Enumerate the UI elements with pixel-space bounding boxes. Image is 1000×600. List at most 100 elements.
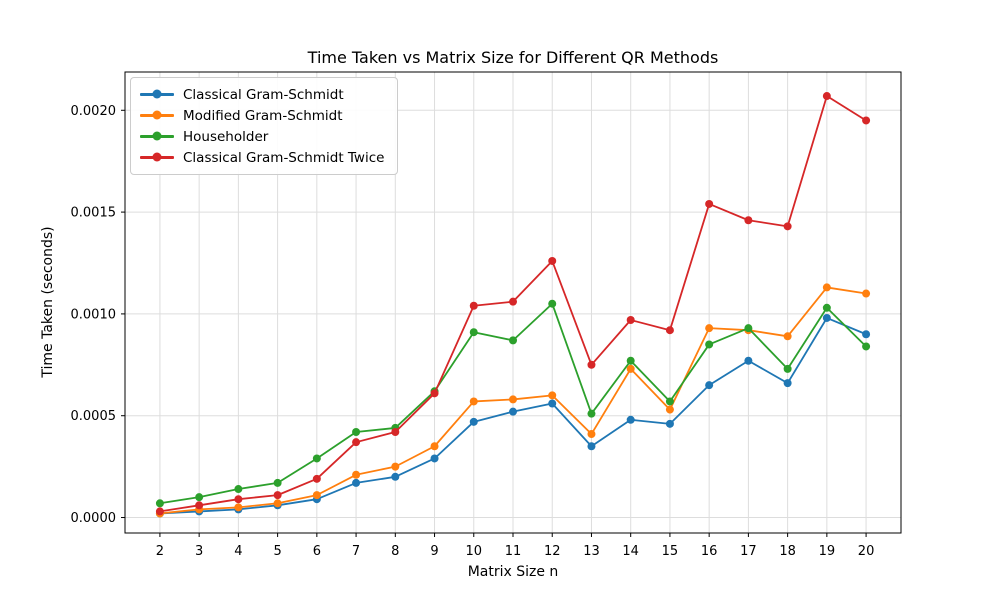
data-point-marker <box>783 379 792 388</box>
data-point-marker <box>665 326 674 335</box>
legend-marker-icon <box>140 152 174 162</box>
data-point-marker <box>822 283 831 292</box>
data-point-marker <box>548 391 557 400</box>
x-tick-label: 18 <box>779 544 796 559</box>
data-point-marker <box>391 472 400 481</box>
data-point-marker <box>273 499 282 508</box>
data-point-marker <box>509 407 517 416</box>
data-point-marker <box>822 313 831 322</box>
data-point-marker <box>352 478 361 487</box>
data-point-marker <box>822 92 831 101</box>
legend-dot-icon <box>152 89 162 99</box>
data-point-marker <box>391 462 400 471</box>
x-tick-label: 8 <box>391 544 399 559</box>
data-point-marker <box>783 364 792 373</box>
data-point-marker <box>626 356 635 365</box>
x-tick-label: 20 <box>858 544 875 559</box>
plot-border <box>124 71 902 534</box>
y-tick-label: 0.0020 <box>71 104 117 119</box>
data-point-marker <box>548 299 557 308</box>
data-point-marker <box>155 499 164 508</box>
data-point-marker <box>626 415 635 424</box>
data-point-marker <box>312 454 321 463</box>
x-tick-label: 5 <box>273 544 281 559</box>
data-point-marker <box>587 442 596 451</box>
data-point-marker <box>469 301 478 310</box>
legend-marker-icon <box>140 89 174 99</box>
legend-dot-icon <box>152 110 162 120</box>
legend-dot-icon <box>152 131 162 141</box>
data-point-marker <box>352 470 361 479</box>
data-point-marker <box>430 454 439 463</box>
data-point-marker <box>509 297 517 306</box>
legend-label: Householder <box>183 128 269 145</box>
data-point-marker <box>548 399 557 408</box>
data-point-marker <box>234 485 243 494</box>
data-point-marker <box>665 405 674 414</box>
x-tick-label: 15 <box>662 544 679 559</box>
x-tick-label: 10 <box>465 544 482 559</box>
data-point-marker <box>234 495 243 504</box>
legend-marker-icon <box>140 131 174 141</box>
legend-marker-icon <box>140 110 174 120</box>
x-tick-label: 13 <box>583 544 600 559</box>
legend-item: Householder <box>140 126 387 147</box>
data-point-marker <box>665 419 674 428</box>
x-tick-label: 16 <box>701 544 718 559</box>
data-point-marker <box>862 342 871 351</box>
y-tick-label: 0.0000 <box>71 511 117 526</box>
data-point-marker <box>862 330 871 339</box>
x-tick-label: 17 <box>740 544 757 559</box>
data-point-marker <box>195 501 204 510</box>
legend-item: Classical Gram-Schmidt Twice <box>140 147 387 168</box>
data-point-marker <box>469 328 478 337</box>
x-tick-label: 3 <box>195 544 203 559</box>
data-point-marker <box>822 303 831 312</box>
data-point-marker <box>587 360 596 369</box>
x-tick-label: 14 <box>622 544 639 559</box>
x-axis-label: Matrix Size n <box>467 564 559 580</box>
x-tick-label: 19 <box>819 544 836 559</box>
data-point-marker <box>430 442 439 451</box>
y-tick-label: 0.0010 <box>71 307 117 322</box>
data-point-marker <box>744 324 753 333</box>
legend: Classical Gram-Schmidt Modified Gram-Schm… <box>130 77 398 175</box>
data-point-marker <box>352 428 361 437</box>
x-tick-label: 6 <box>313 544 321 559</box>
x-tick-label: 4 <box>234 544 242 559</box>
x-tick-label: 2 <box>156 544 164 559</box>
data-point-marker <box>587 430 596 439</box>
data-point-marker <box>744 356 753 365</box>
data-point-marker <box>391 428 400 437</box>
x-tick-label: 9 <box>430 544 438 559</box>
data-point-marker <box>195 493 204 502</box>
legend-item: Modified Gram-Schmidt <box>140 105 387 126</box>
data-point-marker <box>352 438 361 447</box>
data-point-marker <box>705 199 714 208</box>
x-tick-label: 11 <box>505 544 522 559</box>
x-tick-label: 12 <box>544 544 561 559</box>
data-point-marker <box>234 503 243 512</box>
legend-label: Modified Gram-Schmidt <box>183 107 343 124</box>
data-point-marker <box>705 324 714 333</box>
legend-label: Classical Gram-Schmidt <box>183 86 344 103</box>
data-point-marker <box>509 336 517 345</box>
legend-dot-icon <box>152 152 162 162</box>
data-point-marker <box>509 395 517 404</box>
data-point-marker <box>312 491 321 500</box>
data-point-marker <box>665 397 674 406</box>
data-point-marker <box>744 216 753 225</box>
data-point-marker <box>626 364 635 373</box>
data-point-marker <box>273 491 282 500</box>
data-point-marker <box>273 478 282 487</box>
data-point-marker <box>705 381 714 390</box>
data-point-marker <box>783 222 792 231</box>
x-tick-label: 7 <box>352 544 360 559</box>
legend-label: Classical Gram-Schmidt Twice <box>183 149 385 166</box>
chart-title: Time Taken vs Matrix Size for Different … <box>307 48 719 67</box>
data-point-marker <box>548 256 557 265</box>
y-tick-label: 0.0015 <box>71 206 117 221</box>
data-point-marker <box>469 417 478 426</box>
y-tick-label: 0.0005 <box>71 409 117 424</box>
data-point-marker <box>862 116 871 125</box>
